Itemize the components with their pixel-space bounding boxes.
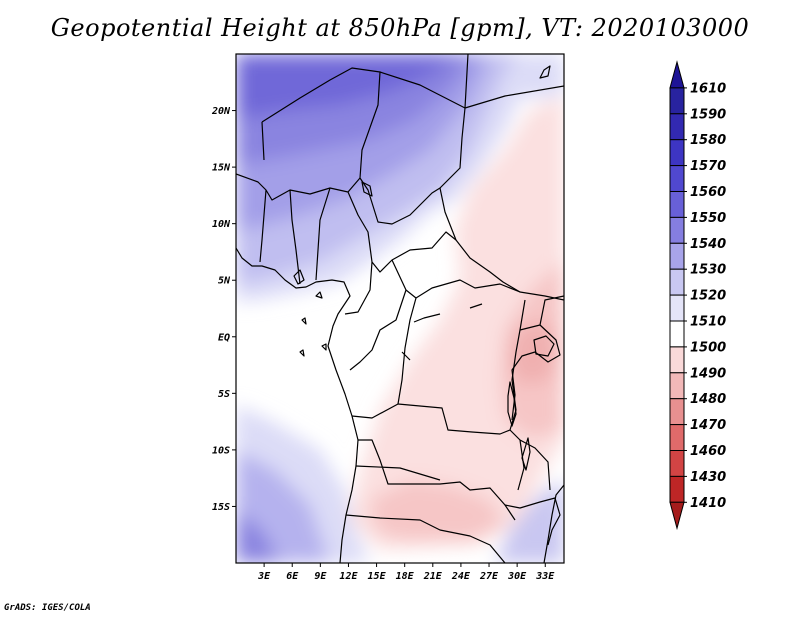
lake-volta [293,269,305,285]
country-borders [236,54,564,563]
x-tick-label: 18E [396,571,415,582]
colorbar-segment [669,191,685,218]
colorbar-label: 1550 [690,211,726,226]
coastline-east-africa [543,484,564,563]
lake-victoria [533,335,555,357]
border-central-africa [344,259,521,371]
colorbar-segment [669,450,685,477]
colorbar-segment [669,398,685,426]
colorbar: 1610 1590 1580 1570 1560 1550 1540 1530 1520 1510… [669,60,726,531]
colorbar-segment [669,165,685,193]
lake-malawi [521,437,531,471]
coastline-west-africa [236,247,359,563]
colorbar-segment [669,424,685,452]
colorbar-segment [669,475,685,503]
colorbar-segment [669,139,685,167]
field-band-1490-south [370,480,505,540]
y-tick-label: 15N [212,163,231,174]
colorbar-label: 1530 [690,263,726,278]
border-zambia-moz [504,497,561,546]
colorbar-label: 1470 [690,418,726,433]
grads-credit: GrADS: IGES/COLA [4,603,91,613]
y-tick-label: 10N [212,219,231,230]
colorbar-segment [669,216,685,244]
colorbar-label: 1570 [690,159,726,174]
colorbar-label: 1410 [690,496,726,511]
x-tick-label: 3E [257,571,271,582]
colorbar-label: 1480 [690,392,726,407]
lake-chad [361,181,373,197]
colorbar-segment [669,320,685,348]
colorbar-label: 1610 [690,81,726,96]
colorbar-segment [669,113,685,141]
field-band-sw-1560 [236,510,280,563]
x-tick-label: 12E [339,571,358,582]
map-frame [235,53,565,564]
border-congo-basin [397,297,526,435]
colorbar-top-arrow [669,60,685,89]
y-tick-label: EQ [218,332,230,343]
colorbar-segment [669,346,685,374]
colorbar-label: 1580 [690,133,726,148]
colorbar-segment [669,87,685,115]
colorbar-label: 1590 [690,107,726,122]
x-tick-label: 15E [368,571,387,582]
x-axis: 3E 6E 9E 12E 15E 18E 21E 24E 27E 30E 33E [257,563,555,582]
colorbar-label: 1560 [690,185,726,200]
river-congo [401,303,483,361]
colorbar-segment [669,242,685,270]
border-great-lakes [509,295,564,491]
colorbar-segment [669,268,685,296]
x-tick-label: 30E [507,571,527,582]
x-tick-label: 9E [314,571,327,582]
colorbar-segment [669,372,685,400]
x-tick-label: 6E [286,571,299,582]
x-tick-label: 27E [479,571,499,582]
colorbar-label: 1540 [690,237,726,252]
field-band-1570 [236,54,460,118]
border-sudan-chad [439,85,564,301]
y-tick-label: 10S [212,445,230,456]
border-southern-africa [345,403,516,563]
islands-gulf-guinea [299,291,327,357]
y-tick-label: 20N [211,106,231,117]
border-west-states [236,173,457,285]
y-axis: 20N 15N 10N 5N EQ 5S 10S 15S [211,106,236,513]
colorbar-segment [669,294,685,322]
x-tick-label: 24E [451,571,471,582]
colorbar-label: 1490 [690,366,726,381]
field-band-1500 [350,96,564,550]
x-tick-label: 33E [535,571,555,582]
border-sahara [261,54,469,225]
chart-title: Geopotential Height at 850hPa [gpm], VT:… [50,14,750,42]
colorbar-label: 1510 [690,315,726,330]
x-tick-label: 21E [423,571,443,582]
colorbar-label: 1430 [690,470,726,485]
border-northeast-corner [539,65,551,79]
y-tick-label: 5N [218,276,231,287]
colorbar-label: 1500 [690,340,726,355]
colorbar-label: 1460 [690,444,726,459]
colorbar-label: 1520 [690,289,726,304]
y-tick-label: 5S [218,389,230,400]
lake-tanganyika [507,381,517,427]
y-tick-label: 15S [212,502,230,513]
colorbar-bottom-arrow [669,501,685,531]
